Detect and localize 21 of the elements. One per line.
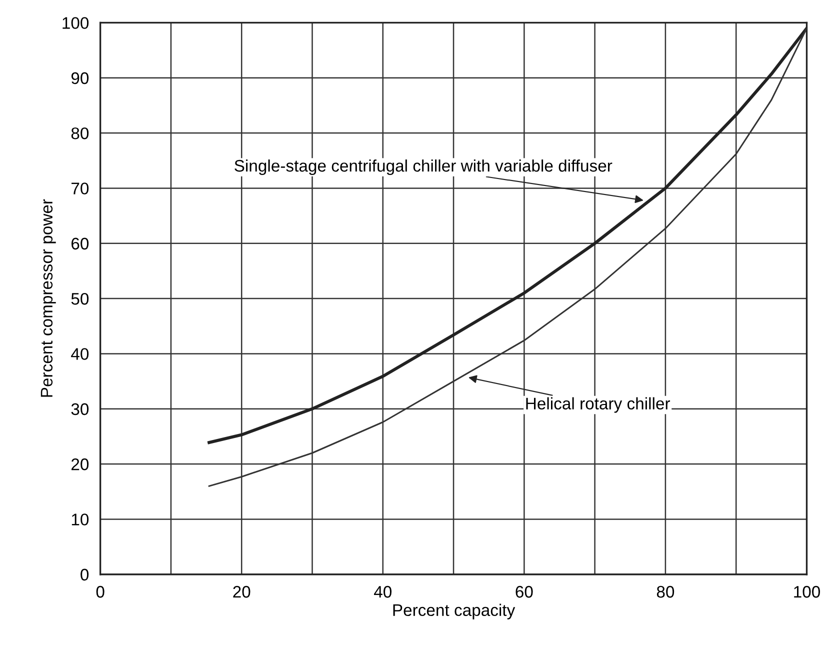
- y-tick-label: 100: [62, 17, 89, 29]
- y-tick-label: 70: [72, 182, 89, 194]
- y-tick-label: 50: [71, 292, 89, 305]
- y-axis-title: Percent compressor power: [40, 199, 56, 397]
- x-tick-label: 40: [374, 586, 392, 598]
- x-axis-title: Percent capacity: [393, 604, 516, 620]
- y-tick-label: 90: [71, 72, 89, 84]
- y-tick-label: 10: [72, 514, 89, 526]
- x-tick-label: 80: [656, 586, 674, 598]
- y-tick-label: 0: [80, 568, 89, 581]
- annotation: Single-stage centrifugal chiller with variable diffuser: [234, 159, 612, 176]
- y-tick-label: 40: [71, 348, 89, 360]
- y-tick-label: 20: [72, 458, 89, 470]
- y-tick-label: 60: [72, 238, 89, 250]
- x-tick-label: 20: [233, 586, 250, 598]
- y-tick-label: 30: [71, 403, 89, 416]
- annotation: Helical rotary chiller: [526, 397, 670, 413]
- x-tick-label: 60: [516, 586, 533, 598]
- y-tick-label: 80: [71, 127, 89, 140]
- x-tick-label: 100: [794, 586, 820, 598]
- x-tick-label: 0: [96, 586, 104, 598]
